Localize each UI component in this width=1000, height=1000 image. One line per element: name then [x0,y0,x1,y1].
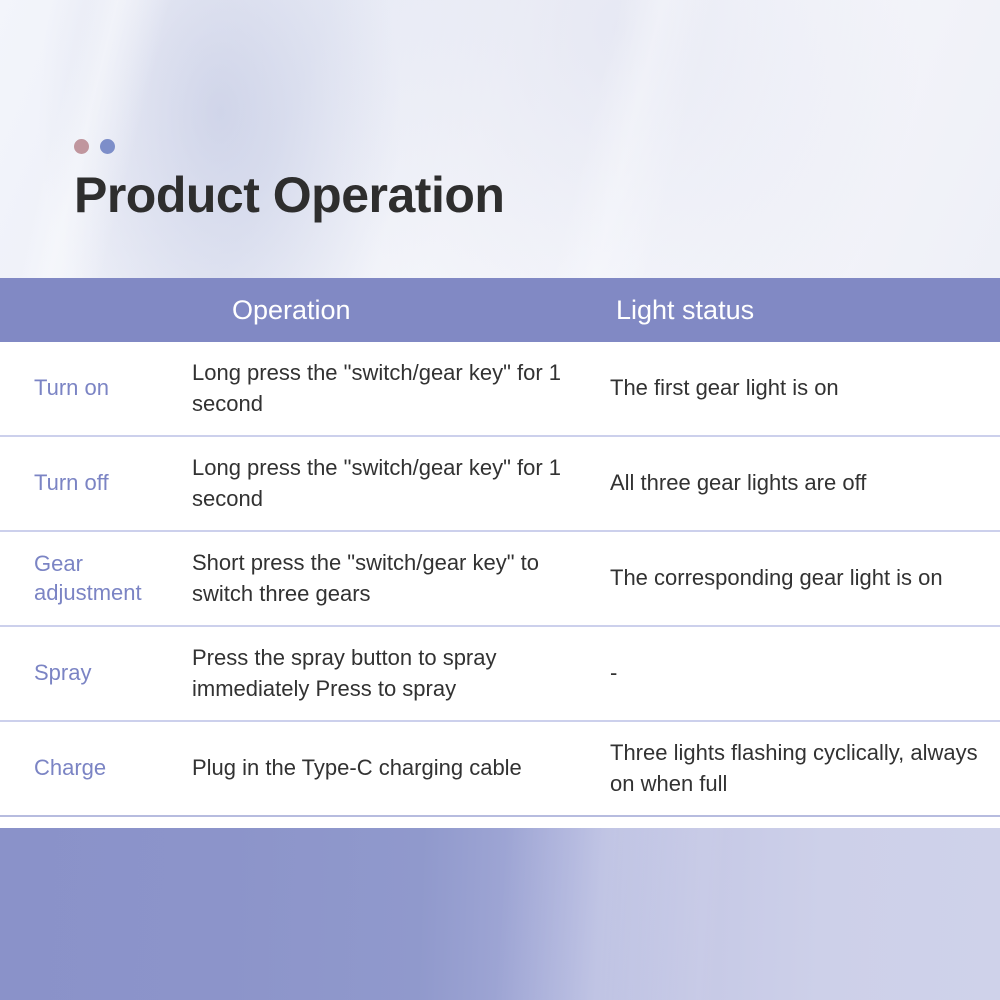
column-header-operation: Operation [232,294,351,325]
table-row: Turn off Long press the "switch/gear key… [0,437,1000,532]
row-operation-turn-on: Long press the "switch/gear key" for 1 s… [192,360,562,416]
dot-periwinkle-icon [100,139,115,154]
row-light-status-spray: - [610,660,618,686]
table-row: Charge Plug in the Type-C charging cable… [0,722,1000,817]
table-header-row: Operation Light status [0,278,1000,342]
row-operation-turn-off: Long press the "switch/gear key" for 1 s… [192,455,562,511]
row-label-turn-off: Turn off [34,470,109,496]
row-label-turn-on: Turn on [34,375,110,401]
row-operation-gear-adjustment: Short press the "switch/gear key" to swi… [192,550,539,606]
row-light-status-turn-on: The first gear light is on [610,375,839,401]
page-title: Product Operation [74,167,505,223]
hero-background [0,0,1000,280]
table-row: Gear adjustment Short press the "switch/… [0,532,1000,627]
table-body: Turn on Long press the "switch/gear key"… [0,342,1000,817]
column-header-light-status: Light status [616,294,755,325]
bottom-gradient-band [0,828,1000,1000]
table-row: Turn on Long press the "switch/gear key"… [0,342,1000,437]
operation-table: Operation Light status Turn on Long pres… [0,278,1000,817]
row-operation-charge: Plug in the Type-C charging cable [192,755,522,781]
table-row: Spray Press the spray button to spray im… [0,627,1000,722]
row-label-charge: Charge [34,755,107,781]
decorative-dots [74,139,115,154]
row-label-spray: Spray [34,660,92,686]
dot-mauve-icon [74,139,89,154]
row-light-status-turn-off: All three gear lights are off [610,470,867,496]
row-operation-spray: Press the spray button to spray immediat… [192,645,497,701]
row-light-status-charge: Three lights flashing cyclically, always… [610,740,978,796]
row-label-gear-adjustment: Gear adjustment [34,551,142,605]
row-light-status-gear-adjustment: The corresponding gear light is on [610,565,943,591]
